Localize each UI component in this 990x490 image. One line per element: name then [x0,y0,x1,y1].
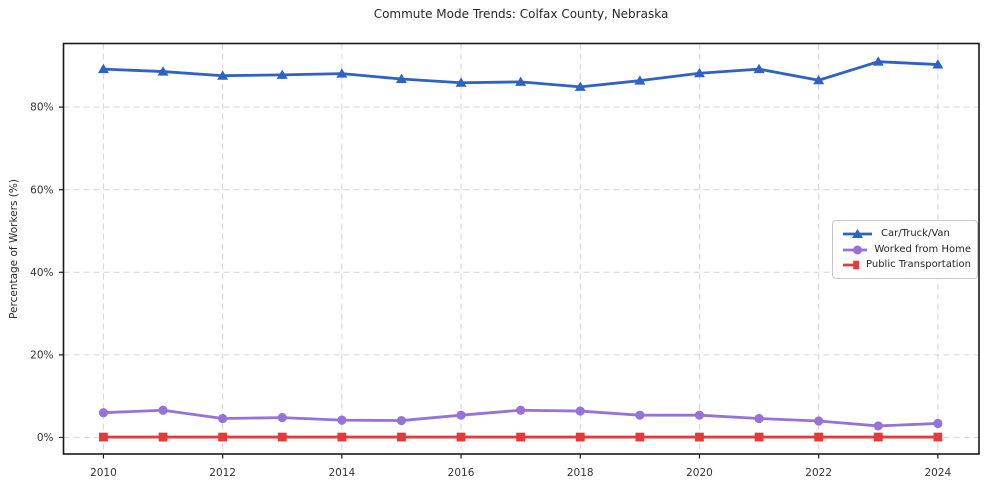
circle-marker [98,408,109,418]
circle-marker [456,410,466,420]
triangle-marker [157,66,169,76]
square-marker [575,432,585,442]
circle-marker [158,405,168,415]
circle-legend-marker-icon [843,245,868,254]
circle-marker [754,413,764,424]
plot-border [62,42,980,455]
x-tick-label: 2024 [925,467,952,479]
square-marker [337,432,347,442]
circle-marker [396,415,407,426]
legend-label: Worked from Home [874,243,971,255]
triangle-marker [276,69,288,79]
square-marker [635,432,645,442]
triangle-marker [515,76,527,86]
triangle-marker [395,73,407,84]
series-public-transportation [99,432,943,442]
square-marker [99,432,108,442]
circle-marker [873,421,883,431]
chart-title: Commute Mode Trends: Colfax County, Nebr… [373,7,669,21]
square-marker [754,432,764,442]
triangle-marker [217,70,229,80]
triangle-marker [813,74,825,85]
x-tick-label: 2012 [209,467,236,479]
circle-marker [218,413,228,424]
square-marker [695,432,704,442]
square-marker [277,432,287,442]
circle-marker [814,416,824,426]
square-marker [873,432,883,442]
axis-tick-labels: 0% 20% 40% 60% 80% 2010 2012 2014 2016 2018 2020 20… [30,102,951,479]
square-legend-marker-icon [843,260,860,270]
triangle-marker [932,59,944,69]
legend-label: Public Transportation [866,259,971,271]
series-car-truck-van [97,56,944,91]
square-marker [456,432,466,442]
x-tick-label: 2022 [805,467,832,479]
x-tick-label: 2020 [686,467,713,479]
triangle-marker [634,75,646,85]
triangle-marker [336,68,348,78]
triangle-legend-marker-icon [843,228,872,238]
x-tick-label: 2010 [90,467,117,479]
circle-marker [516,405,526,415]
circle-marker [337,415,347,425]
series-worked-from-home [98,405,943,431]
axis-ticks [59,106,939,459]
square-marker [516,432,526,442]
triangle-marker [753,63,765,74]
y-tick-label: 60% [30,184,53,196]
circle-marker [277,413,287,423]
triangle-marker [97,63,109,74]
triangle-marker [574,81,586,91]
y-tick-label: 0% [37,432,54,444]
circle-marker [575,406,585,416]
circle-marker [635,410,645,420]
legend-item-worked-from-home: Worked from Home [841,244,971,256]
legend-label: Car/Truck/Van [881,227,950,239]
y-tick-label: 20% [30,349,53,361]
square-marker [158,432,168,442]
circle-marker [694,410,705,420]
circle-marker [933,418,943,429]
x-tick-label: 2016 [448,467,475,479]
square-marker [218,432,228,442]
x-tick-label: 2018 [567,467,594,479]
x-tick-label: 2014 [328,467,355,479]
y-tick-label: 80% [30,102,53,114]
y-tick-label: 40% [30,267,53,279]
triangle-marker [455,77,467,87]
legend-item-public-transportation: Public Transportation [841,259,971,271]
legend: Car/Truck/Van Worked from Home Public Tran… [832,220,978,279]
square-marker [814,432,824,442]
square-marker [933,432,943,442]
triangle-marker [872,56,884,66]
triangle-marker [693,67,705,78]
legend-item-car-truck-van: Car/Truck/Van [841,228,971,240]
square-marker [397,432,406,442]
